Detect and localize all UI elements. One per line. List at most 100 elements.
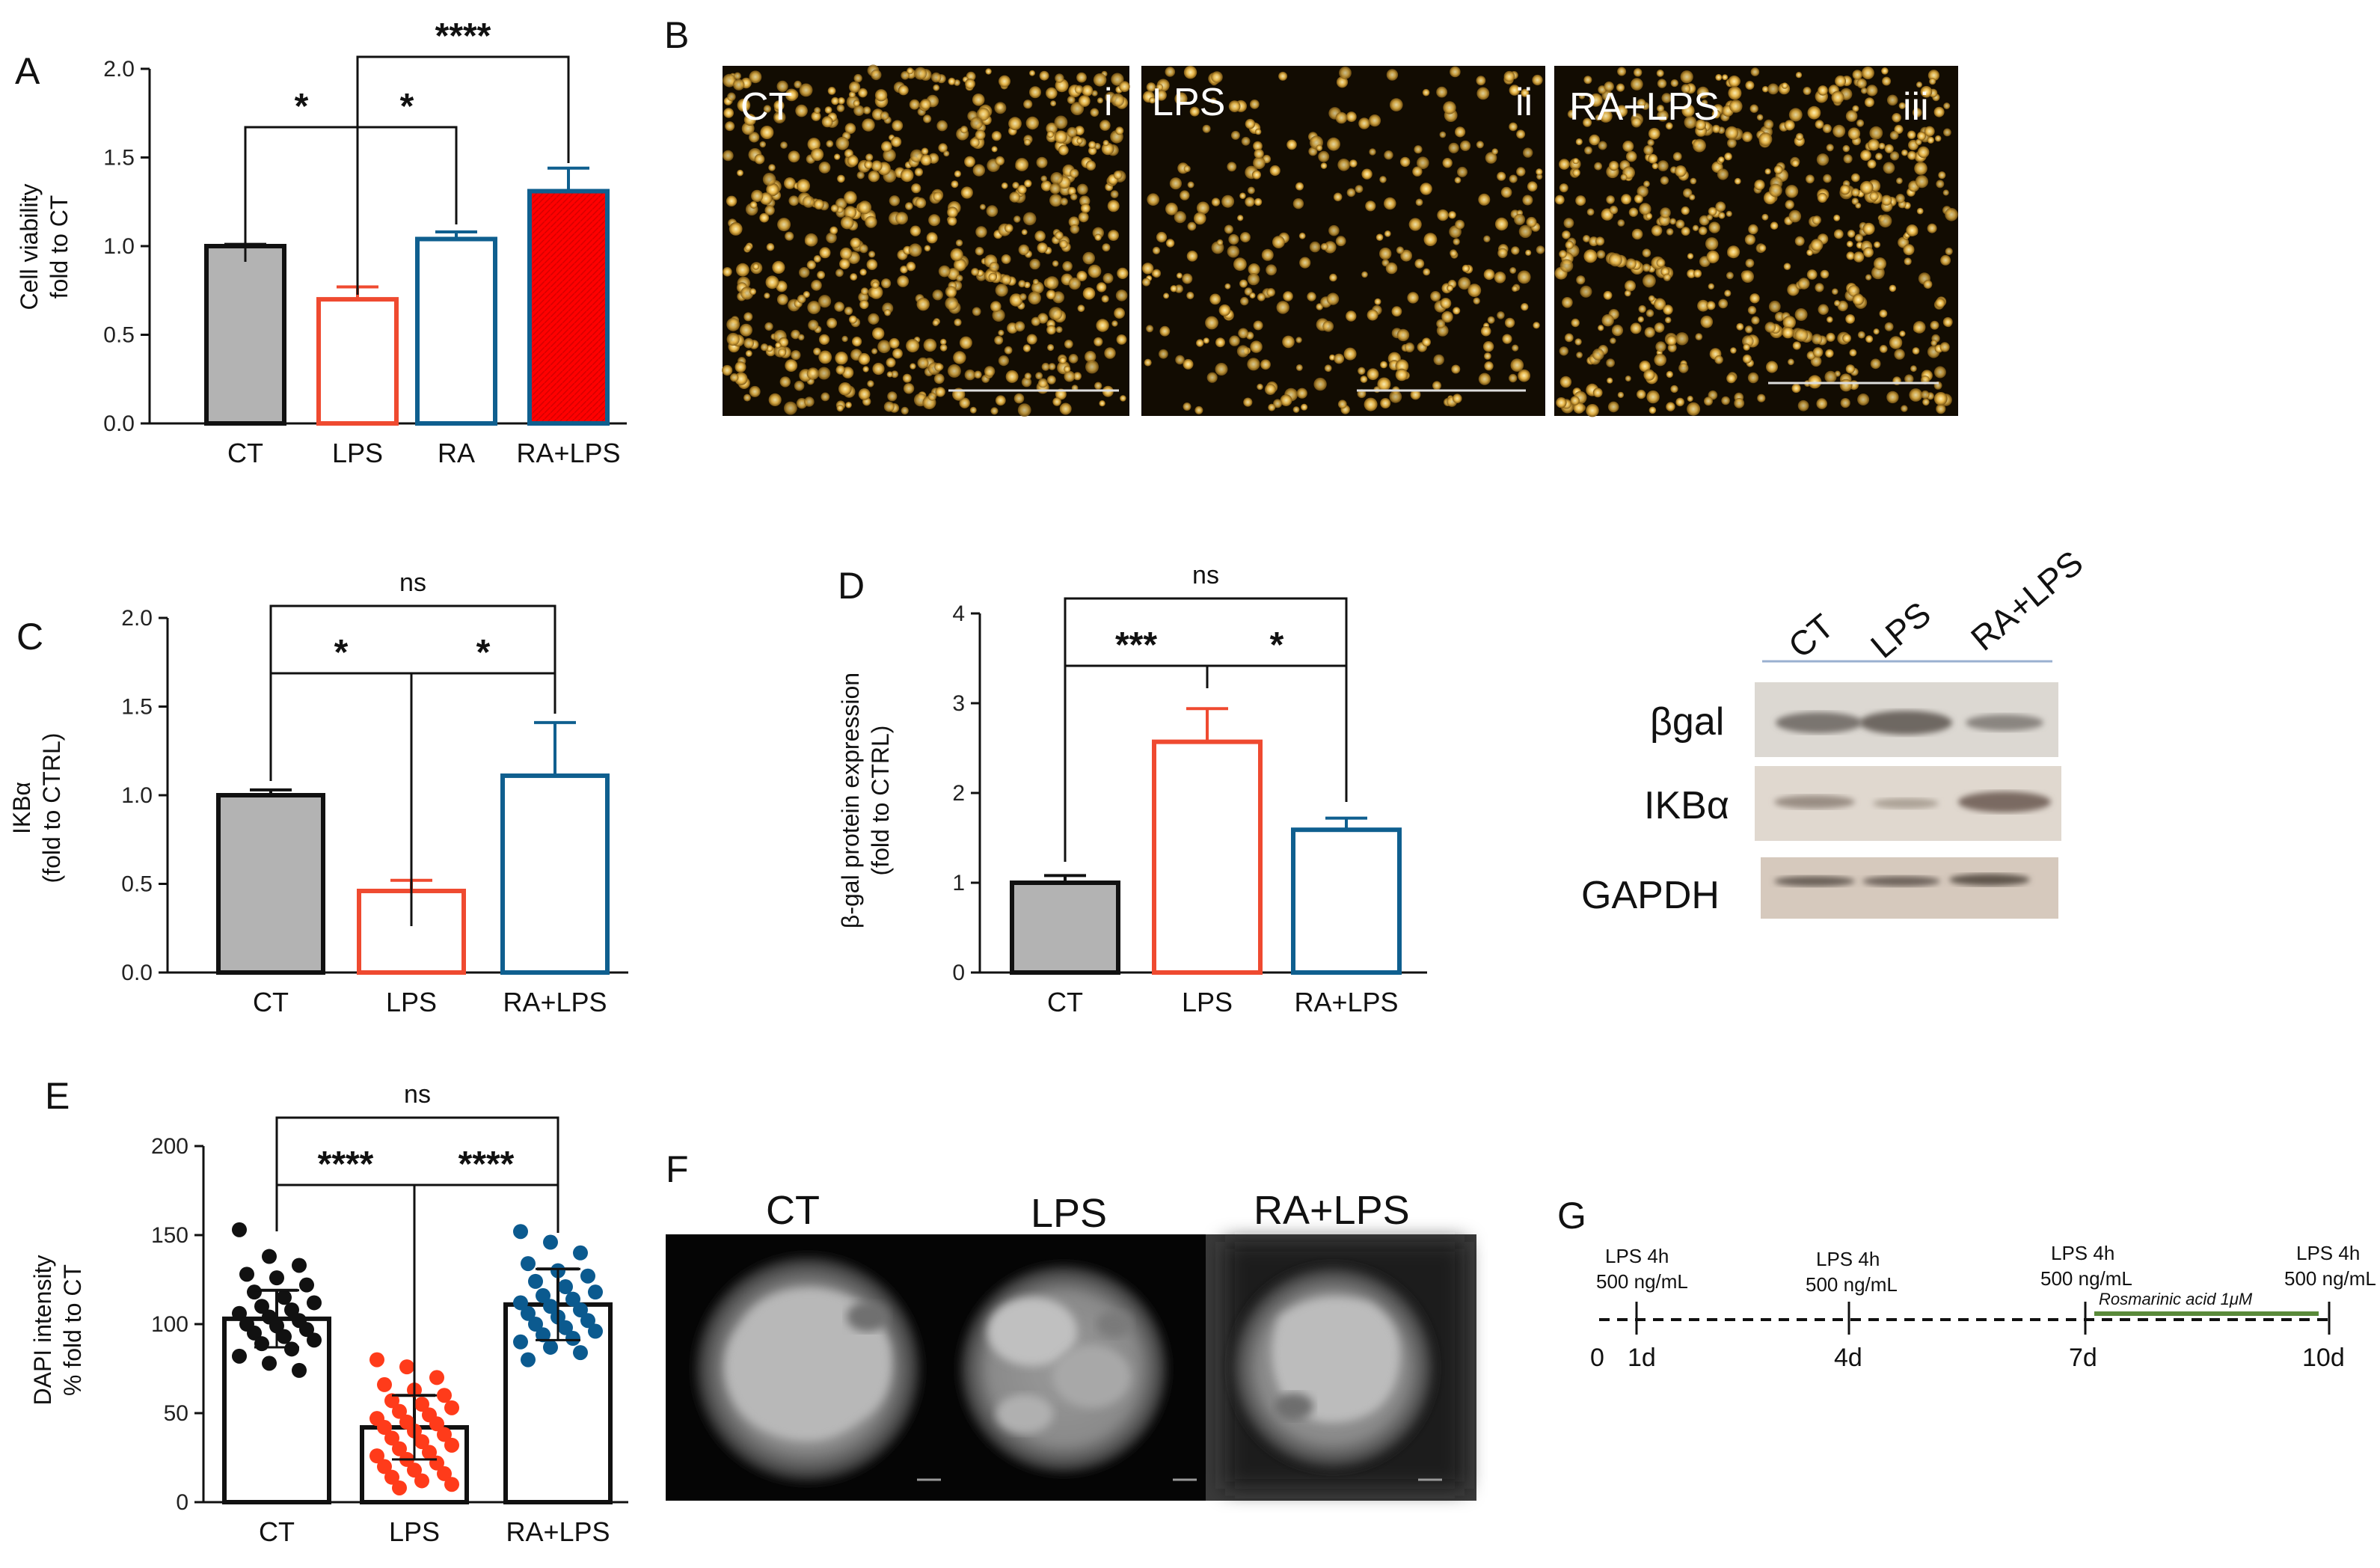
panel-label-b: B — [664, 14, 689, 56]
cell — [1047, 343, 1055, 352]
cell — [1041, 362, 1050, 371]
data-point — [543, 1234, 558, 1250]
cell — [1589, 134, 1600, 146]
cell — [1399, 156, 1411, 168]
cell — [1076, 271, 1088, 281]
cell — [868, 171, 880, 183]
data-point — [513, 1334, 528, 1350]
cell — [1681, 206, 1690, 215]
cell — [1718, 298, 1729, 309]
cell — [835, 352, 848, 365]
cell — [1337, 159, 1350, 171]
cell — [1818, 85, 1828, 96]
cell — [1026, 334, 1037, 345]
blot-membrane-gapdh — [1761, 857, 2058, 919]
cell — [970, 117, 983, 130]
cell — [1085, 351, 1097, 363]
cell — [1864, 97, 1874, 108]
cell — [1396, 246, 1404, 254]
cell — [865, 215, 877, 228]
cell — [1301, 403, 1308, 411]
cell — [1929, 78, 1936, 85]
cell — [1512, 344, 1519, 352]
significance-label: ns — [1192, 561, 1219, 589]
cell — [986, 205, 999, 217]
cell — [1933, 366, 1946, 379]
cell — [834, 301, 844, 312]
y-tick-label: 2.0 — [103, 57, 135, 82]
cell — [1368, 114, 1381, 127]
cell — [1846, 240, 1853, 248]
cell — [1754, 180, 1765, 191]
timeline-event-7-line1: LPS 4h — [2051, 1242, 2114, 1264]
cell — [1860, 87, 1868, 94]
cell — [1088, 264, 1102, 278]
data-point — [232, 1222, 247, 1237]
cell — [1521, 303, 1529, 311]
cell — [1060, 197, 1068, 206]
cell — [1422, 88, 1430, 97]
cell — [906, 339, 920, 353]
data-point — [528, 1273, 543, 1289]
cell — [1861, 67, 1874, 79]
cell — [1667, 343, 1677, 352]
cell — [1643, 369, 1655, 381]
category-label: RA+LPS — [516, 438, 620, 468]
cell — [1625, 280, 1636, 292]
cell — [1562, 297, 1573, 308]
cell — [1666, 370, 1673, 379]
cell — [1758, 132, 1773, 147]
cell — [1576, 352, 1583, 358]
cell — [897, 275, 910, 287]
cell — [1782, 326, 1794, 339]
cell — [763, 105, 772, 113]
cell — [917, 357, 929, 369]
cell — [818, 334, 830, 345]
cell — [971, 268, 979, 276]
data-point — [369, 1448, 384, 1464]
cell — [737, 169, 743, 177]
data-point — [284, 1341, 299, 1357]
cell — [1857, 331, 1865, 339]
cell — [1625, 376, 1631, 382]
cell — [1657, 105, 1664, 112]
cell — [1715, 201, 1726, 212]
cell — [1318, 150, 1330, 162]
cell — [1651, 225, 1663, 236]
data-point — [580, 1313, 595, 1329]
significance-bracket — [410, 672, 556, 926]
timeline-day-4: 4d — [1834, 1344, 1862, 1372]
cell — [1096, 282, 1107, 293]
cell — [990, 301, 1002, 313]
cell — [1826, 332, 1835, 342]
cell — [959, 397, 970, 408]
cell — [766, 183, 779, 197]
cell — [1675, 397, 1684, 407]
cell — [1159, 349, 1168, 359]
cell — [749, 70, 762, 84]
cell — [1407, 292, 1419, 304]
cell — [1927, 223, 1937, 233]
cell — [923, 114, 932, 123]
cell — [1575, 195, 1586, 206]
cell — [1855, 202, 1862, 209]
cell — [1901, 405, 1908, 412]
cell — [1756, 114, 1764, 121]
cell — [1881, 67, 1889, 75]
cell — [1933, 392, 1948, 405]
cell — [1638, 304, 1646, 313]
y-tick-label: 1.5 — [121, 695, 153, 720]
cell — [1196, 201, 1209, 215]
cell — [1029, 70, 1035, 76]
cell — [905, 202, 913, 210]
cell — [1045, 276, 1059, 290]
cell — [1835, 75, 1847, 87]
cell — [1604, 81, 1614, 92]
cell — [858, 88, 868, 98]
cell — [1367, 368, 1379, 381]
cell — [1255, 128, 1262, 135]
micrograph-label: CT — [740, 85, 792, 129]
cell — [1706, 250, 1720, 263]
data-point — [377, 1420, 392, 1436]
data-point — [573, 1245, 588, 1261]
